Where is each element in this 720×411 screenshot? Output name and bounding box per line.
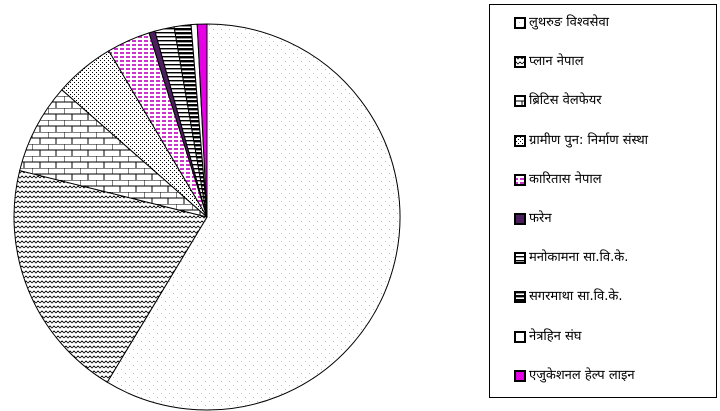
legend-label: मनोकामना सा.वि.के. [529, 250, 629, 266]
legend-swatch [514, 17, 526, 29]
legend-label: सगरमाथा सा.वि.के. [529, 289, 623, 305]
legend-swatch [514, 330, 526, 343]
legend-swatch [514, 252, 526, 265]
legend-item: नेत्रहिन संघ [514, 327, 581, 347]
legend-item: प्लान नेपाल [514, 52, 584, 72]
legend-item: फरेन [514, 209, 552, 229]
legend-label: ब्रिटिस वेलफेयर [529, 93, 602, 109]
legend-item: ग्रामीण पुन: निर्माण संस्था [514, 131, 648, 151]
legend-label: एजुकेशनल हेल्प लाइन [529, 367, 635, 383]
legend-swatch [514, 291, 526, 304]
legend-label: कारितास नेपाल [529, 171, 602, 187]
legend-label: फरेन [529, 211, 552, 226]
legend-swatch [514, 95, 526, 108]
legend-item: एजुकेशनल हेल्प लाइन [514, 366, 635, 386]
pie-slices [13, 23, 401, 411]
pie-slice-10 [196, 23, 208, 218]
legend-label: प्लान नेपाल [529, 54, 584, 70]
chart-legend: लुथरुङ विश्वसेवा प्लान नेपाल ब्रिटिस वेलफे… [489, 4, 717, 398]
legend-swatch [514, 134, 526, 147]
legend-label: लुथरुङ विश्वसेवा [529, 15, 610, 30]
legend-swatch [514, 369, 526, 382]
legend-item: लुथरुङ विश्वसेवा [514, 13, 609, 33]
legend-label: ग्रामीण पुन: निर्माण संस्था [529, 132, 648, 148]
pie-slice-2 [13, 169, 208, 383]
legend-swatch [514, 213, 526, 225]
legend-label: नेत्रहिन संघ [529, 328, 582, 344]
legend-swatch [514, 56, 526, 69]
legend-item: सगरमाथा सा.वि.के. [514, 287, 623, 307]
legend-item: ब्रिटिस वेलफेयर [514, 91, 602, 111]
pie-slice-1 [106, 23, 401, 411]
legend-item: कारितास नेपाल [514, 170, 602, 190]
legend-swatch [514, 173, 526, 186]
legend-item: मनोकामना सा.वि.के. [514, 248, 628, 268]
